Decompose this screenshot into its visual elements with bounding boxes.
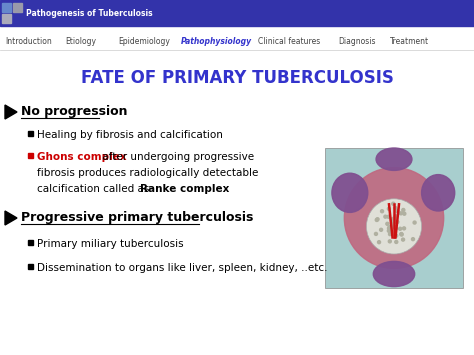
Circle shape — [392, 202, 395, 205]
Circle shape — [393, 217, 396, 220]
Text: Dissemination to organs like liver, spleen, kidney, ..etc.: Dissemination to organs like liver, sple… — [37, 263, 328, 273]
Circle shape — [402, 227, 406, 230]
Circle shape — [392, 225, 394, 228]
Ellipse shape — [421, 175, 455, 211]
Text: Ranke complex: Ranke complex — [140, 184, 229, 194]
Circle shape — [380, 228, 383, 231]
Circle shape — [392, 225, 396, 228]
Circle shape — [399, 227, 401, 230]
Text: fibrosis produces radiologically detectable: fibrosis produces radiologically detecta… — [37, 168, 258, 178]
Circle shape — [386, 222, 389, 225]
Text: Introduction: Introduction — [5, 38, 52, 47]
Circle shape — [396, 210, 399, 213]
Bar — [28, 264, 33, 269]
Circle shape — [388, 227, 391, 230]
Bar — [2, 14, 11, 23]
Circle shape — [391, 222, 394, 225]
Circle shape — [384, 215, 387, 218]
Bar — [0, 0, 474, 26]
Circle shape — [413, 221, 416, 224]
Circle shape — [390, 218, 393, 221]
Ellipse shape — [376, 148, 412, 170]
Bar — [2, 3, 11, 12]
Circle shape — [400, 233, 403, 235]
Circle shape — [395, 234, 398, 237]
Bar — [13, 3, 22, 12]
Circle shape — [401, 238, 405, 241]
Circle shape — [402, 208, 405, 212]
Polygon shape — [5, 211, 17, 225]
Circle shape — [396, 220, 399, 224]
Text: calcification called as: calcification called as — [37, 184, 153, 194]
Text: after undergoing progressive: after undergoing progressive — [99, 152, 254, 162]
Circle shape — [375, 218, 378, 222]
Bar — [28, 131, 33, 136]
Circle shape — [388, 226, 391, 229]
Circle shape — [411, 237, 414, 241]
Circle shape — [393, 220, 396, 223]
Circle shape — [381, 210, 383, 213]
Text: FATE OF PRIMARY TUBERCULOSIS: FATE OF PRIMARY TUBERCULOSIS — [81, 69, 393, 87]
Circle shape — [394, 227, 397, 230]
Text: Ghons complex: Ghons complex — [37, 152, 127, 162]
Circle shape — [374, 233, 377, 235]
Ellipse shape — [332, 173, 368, 212]
Ellipse shape — [344, 168, 444, 268]
Circle shape — [394, 215, 397, 218]
Ellipse shape — [374, 261, 415, 286]
Circle shape — [387, 215, 390, 218]
Polygon shape — [5, 105, 17, 119]
Text: Treatment: Treatment — [390, 38, 429, 47]
Circle shape — [387, 229, 391, 232]
Text: Progressive primary tuberculosis: Progressive primary tuberculosis — [21, 212, 254, 224]
Circle shape — [400, 212, 402, 215]
Bar — [325, 148, 463, 288]
Text: Clinical features: Clinical features — [258, 38, 320, 47]
Circle shape — [395, 240, 398, 244]
Circle shape — [387, 207, 391, 210]
Bar — [28, 240, 33, 245]
Circle shape — [389, 233, 392, 236]
Text: Primary miliary tuberculosis: Primary miliary tuberculosis — [37, 239, 183, 249]
Circle shape — [366, 199, 421, 254]
Text: Etiology: Etiology — [65, 38, 96, 47]
Circle shape — [403, 212, 406, 215]
Bar — [28, 153, 33, 158]
Text: Pathogenesis of Tuberculosis: Pathogenesis of Tuberculosis — [26, 10, 153, 18]
Circle shape — [394, 207, 397, 209]
Text: Pathophysiology: Pathophysiology — [181, 38, 252, 47]
Circle shape — [377, 241, 381, 244]
Text: Healing by fibrosis and calcification: Healing by fibrosis and calcification — [37, 130, 223, 140]
Text: Diagnosis: Diagnosis — [338, 38, 375, 47]
Circle shape — [388, 240, 392, 243]
Circle shape — [400, 233, 403, 236]
Circle shape — [391, 224, 394, 228]
Text: Epidemiology: Epidemiology — [118, 38, 170, 47]
Text: No progression: No progression — [21, 105, 128, 119]
Circle shape — [376, 218, 379, 221]
